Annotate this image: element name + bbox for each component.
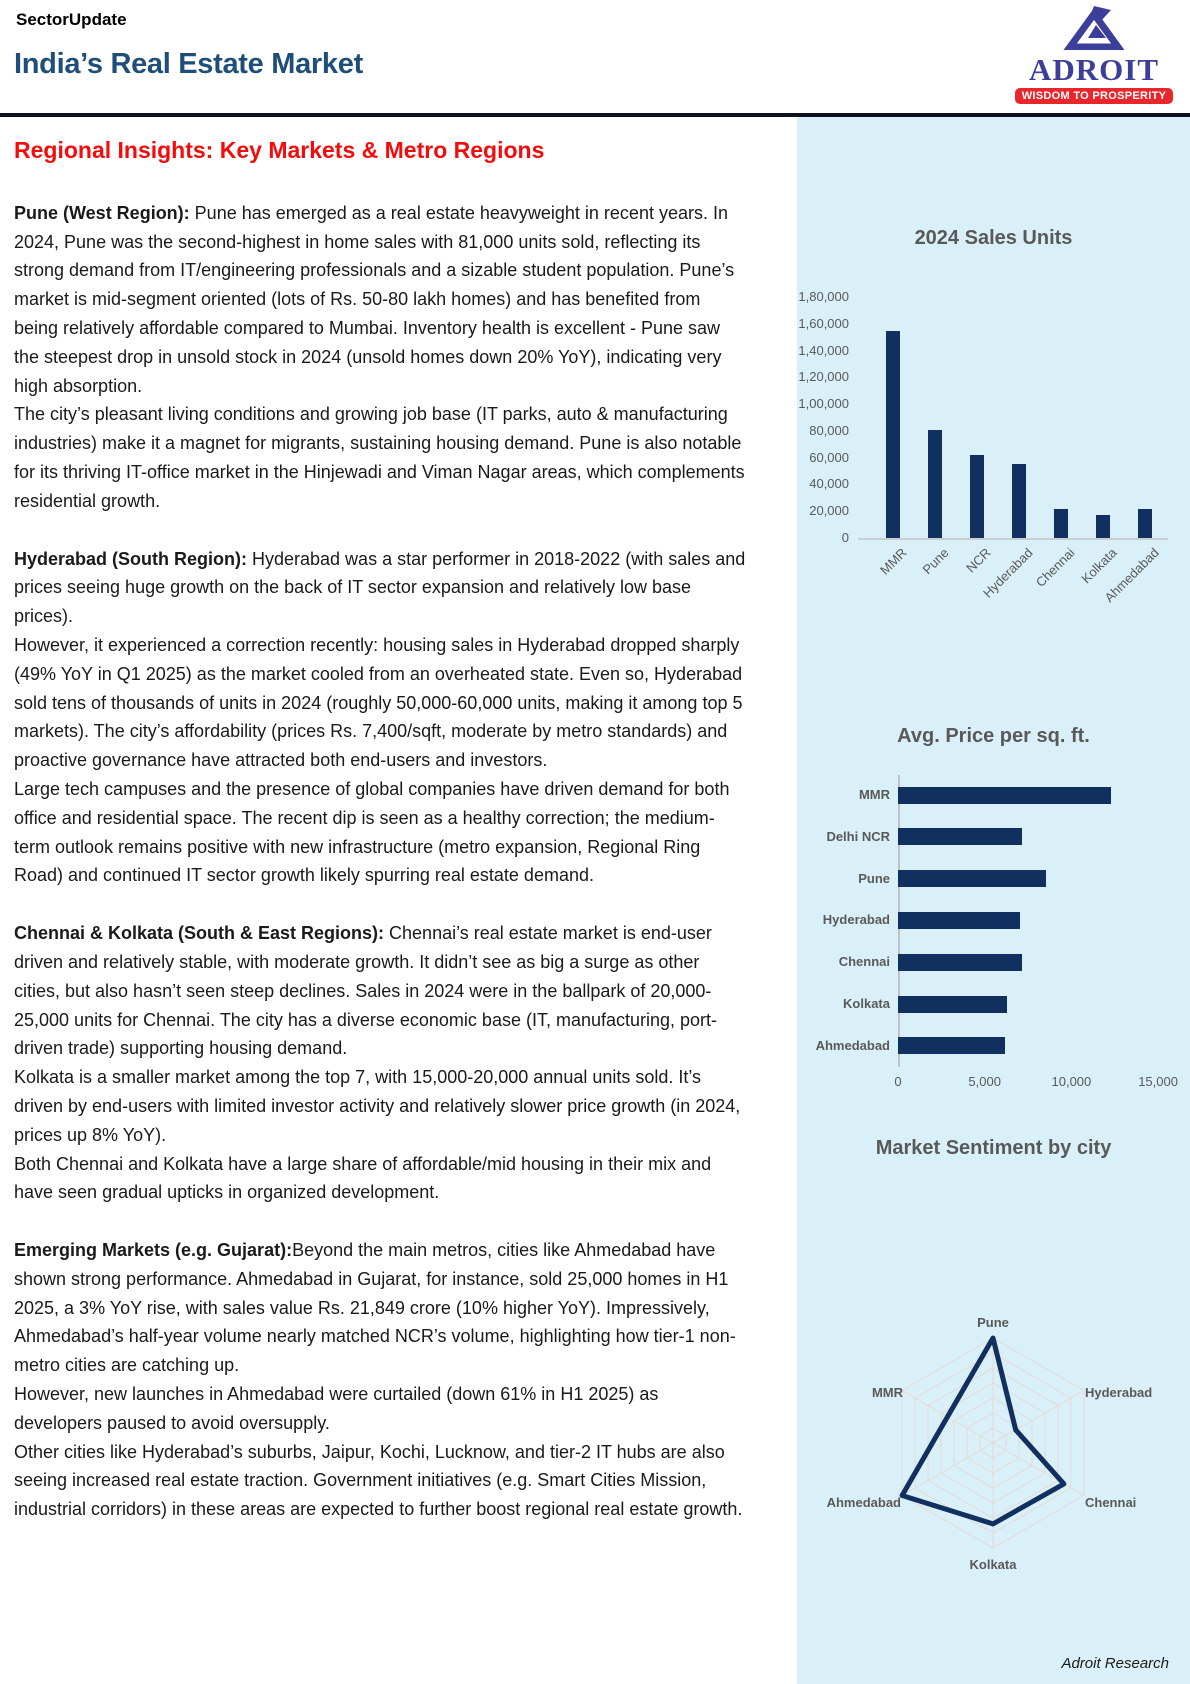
y-axis-tick: 1,80,000 <box>798 289 849 304</box>
price-x-axis-tick: 15,000 <box>1138 1074 1178 1089</box>
price-row-label-ahmedabad: Ahmedabad <box>815 1037 890 1053</box>
y-axis-tick: 1,00,000 <box>798 396 849 412</box>
paragraph: However, new launches in Ahmedabad were … <box>14 1384 659 1433</box>
article: Regional Insights: Key Markets & Metro R… <box>14 136 748 1524</box>
paragraph: Chennai & Kolkata (South & East Regions)… <box>14 923 718 1059</box>
paragraph: Large tech campuses and the presence of … <box>14 778 730 886</box>
price-bar-pune <box>898 870 1046 888</box>
radar-gridline <box>953 1397 1033 1489</box>
sales-bar-hyderabad <box>1012 464 1026 538</box>
radar-axis-label-pune: Pune <box>977 1315 1009 1330</box>
radar-spoke <box>992 1442 1085 1496</box>
radar-spoke <box>992 1390 1085 1444</box>
price-row-label-hyderabad: Hyderabad <box>822 912 890 928</box>
paragraph: Pune (West Region): Pune has emerged as … <box>14 202 735 396</box>
adroit-logo-triangle-icon <box>1063 4 1125 55</box>
price-row-label-chennai: Chennai <box>838 954 890 970</box>
chart-title-avg-price: Avg. Price per sq. ft. <box>897 725 1090 747</box>
radar-gridline <box>914 1352 1072 1534</box>
radar-axis-label-kolkata: Kolkata <box>970 1557 1018 1572</box>
paragraph: Kolkata is a smaller market among the to… <box>14 1067 741 1145</box>
section-lead: Emerging Markets (e.g. Gujarat): <box>14 1240 293 1261</box>
price-row-label-pune: Pune <box>858 870 890 886</box>
sales-bar-ahmedabad <box>1138 508 1152 538</box>
paragraph: Both Chennai and Kolkata have a large sh… <box>14 1153 712 1203</box>
page-title: India’s Real Estate Market <box>14 48 363 80</box>
y-axis-tick: 80,000 <box>809 422 849 438</box>
price-bar-kolkata <box>898 995 1007 1013</box>
section-lead: Pune (West Region): <box>14 202 190 223</box>
paragraph: Emerging Markets (e.g. Gujarat):Beyond t… <box>14 1240 736 1376</box>
article-heading: Regional Insights: Key Markets & Metro R… <box>14 137 545 163</box>
radar-axis-label-chennai: Chennai <box>1085 1495 1136 1510</box>
header-divider <box>0 113 1190 117</box>
sales-bar-pune <box>928 429 942 538</box>
paragraph: The city’s pleasant living conditions an… <box>14 404 745 511</box>
radar-gridline <box>927 1367 1059 1519</box>
price-row-label-mmr: MMR <box>858 787 890 802</box>
radar-axis-label-hyderabad: Hyderabad <box>1085 1385 1152 1400</box>
radar-gridline <box>940 1382 1046 1504</box>
radar-axis-label-ahmedabad: Ahmedabad <box>827 1495 901 1510</box>
adroit-logo: ADROIT WISDOM TO PROSPERITY <box>1014 4 1174 104</box>
price-x-axis-tick: 10,000 <box>1051 1074 1092 1089</box>
radar-gridline <box>966 1412 1020 1474</box>
y-axis-tick: 0 <box>841 530 849 545</box>
sales-bar-kolkata <box>1096 515 1110 538</box>
price-bar-mmr <box>898 786 1111 804</box>
footer-credit: Adroit Research <box>1061 1655 1169 1672</box>
sales-units-bar-chart <box>858 297 1168 540</box>
price-bar-ahmedabad <box>898 1037 1006 1055</box>
price-row-label-kolkata: Kolkata <box>843 996 890 1011</box>
section-lead: Chennai & Kolkata (South & East Regions)… <box>14 923 385 944</box>
price-bar-chennai <box>898 953 1023 971</box>
price-x-axis-tick: 5,000 <box>968 1074 1001 1089</box>
logo-tagline: WISDOM TO PROSPERITY <box>1014 88 1174 104</box>
chart-title-sales-units: 2024 Sales Units <box>914 227 1073 249</box>
y-axis-tick: 20,000 <box>809 503 849 519</box>
article-section: Pune (West Region): Pune has emerged as … <box>14 199 748 516</box>
radar-spoke <box>901 1442 994 1496</box>
logo-wordmark: ADROIT <box>1028 52 1159 87</box>
report-kicker: SectorUpdate <box>16 10 127 29</box>
sales-bar-ncr <box>970 455 984 538</box>
price-bar-hyderabad <box>898 911 1021 929</box>
y-axis-tick: 1,40,000 <box>798 342 849 358</box>
radar-axis-label-mmr: MMR <box>872 1385 904 1400</box>
paragraph: Other cities like Hyderabad’s suburbs, J… <box>14 1441 743 1520</box>
y-axis-tick: 40,000 <box>809 476 849 492</box>
paragraph: However, it experienced a correction rec… <box>14 634 743 771</box>
paragraph: Hyderabad (South Region): Hyderabad was … <box>14 548 746 627</box>
radar-gridline <box>979 1427 1007 1459</box>
charts-panel: 2024 Sales Units Avg. Price per sq. ft. … <box>797 117 1190 1684</box>
y-axis-tick: 1,20,000 <box>798 369 849 385</box>
article-section: Hyderabad (South Region): Hyderabad was … <box>14 545 748 891</box>
article-section: Emerging Markets (e.g. Gujarat):Beyond t… <box>14 1236 748 1524</box>
y-axis-tick: 1,60,000 <box>798 315 849 331</box>
price-x-axis-tick: 0 <box>894 1074 902 1089</box>
market-sentiment-radar-chart: Pune Hyderabad Chennai Kolkata Ahmedabad MMR <box>827 1315 1153 1572</box>
section-lead: Hyderabad (South Region): <box>14 548 247 569</box>
price-row-label-delhi-ncr: Delhi NCR <box>826 828 890 844</box>
radar-data-polygon <box>899 1335 1067 1527</box>
radar-gridline <box>901 1337 1085 1549</box>
chart-title-market-sentiment: Market Sentiment by city <box>875 1137 1112 1159</box>
sales-bar-chennai <box>1054 508 1068 538</box>
y-axis-tick: 60,000 <box>809 449 849 465</box>
price-bar-delhi-ncr <box>898 828 1023 846</box>
article-section: Chennai & Kolkata (South & East Regions)… <box>14 919 748 1207</box>
article-sections: Pune (West Region): Pune has emerged as … <box>14 199 748 1524</box>
sales-bar-mmr <box>886 330 900 538</box>
